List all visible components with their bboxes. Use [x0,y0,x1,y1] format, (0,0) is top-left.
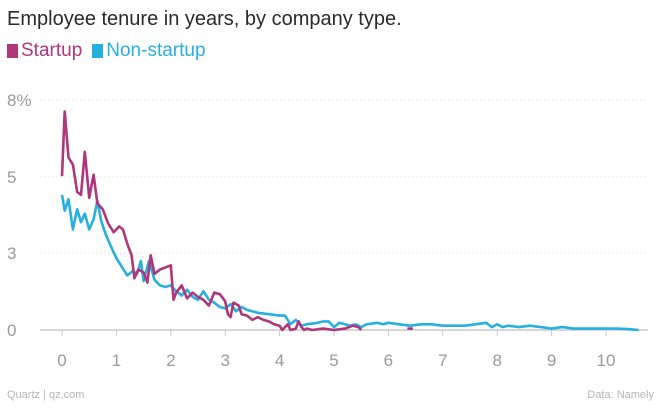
chart-title: Employee tenure in years, by company typ… [7,8,402,30]
y-tick-label-0: 0 [7,321,16,340]
x-tick-label-1: 1 [112,351,121,370]
data-source: Data: Namely [587,389,654,401]
x-tick-label-2: 2 [166,351,175,370]
x-tick-label-0: 0 [57,351,66,370]
x-tick-label-10: 10 [597,351,616,370]
legend-swatch-non-startup [92,44,104,58]
legend-label-non-startup: Non-startup [106,40,206,61]
x-tick-label-3: 3 [220,351,229,370]
x-tick-label-9: 9 [547,351,556,370]
x-tick-label-7: 7 [438,351,447,370]
legend-item-non-startup: Non-startup [92,40,206,62]
source-credit: Quartz | qz.com [7,389,85,401]
y-tick-label-3: 8% [7,91,32,110]
legend-label-startup: Startup [21,40,83,61]
legend-swatch-startup [7,44,18,58]
legend: Startup Non-startup [7,40,216,62]
y-tick-label-1: 3 [7,244,16,263]
x-tick-label-8: 8 [492,351,501,370]
legend-item-startup: Startup [7,40,82,62]
series-line-non-startup-2 [60,194,639,332]
x-tick-label-6: 6 [384,351,393,370]
y-tick-label-2: 5 [7,168,16,187]
series-line-startup-0 [60,110,363,332]
x-tick-label-5: 5 [329,351,338,370]
x-tick-label-4: 4 [275,351,284,370]
